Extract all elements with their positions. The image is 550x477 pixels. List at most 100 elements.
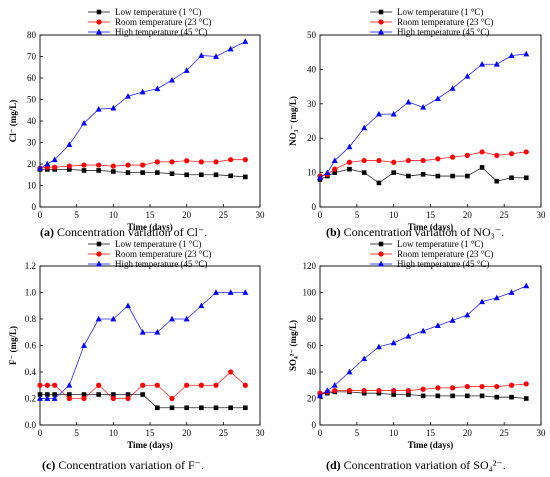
data-point-0 bbox=[213, 172, 219, 178]
data-point-0 bbox=[125, 170, 131, 175]
data-point-0 bbox=[435, 393, 441, 399]
data-point-2 bbox=[242, 289, 249, 295]
data-point-2 bbox=[449, 317, 456, 323]
data-point-1 bbox=[523, 381, 529, 387]
y-tick-label: 80 bbox=[27, 30, 37, 40]
data-point-1 bbox=[213, 382, 219, 388]
series-line-2 bbox=[39, 41, 246, 169]
data-point-2 bbox=[361, 355, 368, 362]
data-point-0 bbox=[332, 170, 338, 175]
data-point-0 bbox=[67, 167, 72, 172]
legend-label: Room temperature (23 °C) bbox=[397, 249, 493, 259]
x-tick-label: 5 bbox=[355, 210, 360, 220]
y-tick-label: 60 bbox=[307, 341, 317, 351]
data-point-0 bbox=[111, 169, 116, 174]
data-point-0 bbox=[155, 170, 160, 175]
series-line-0 bbox=[40, 394, 246, 409]
data-point-2 bbox=[139, 329, 146, 335]
data-point-0 bbox=[52, 392, 57, 397]
y-tick-label: 0.0 bbox=[25, 420, 37, 430]
data-point-0 bbox=[243, 174, 248, 180]
data-point-1 bbox=[391, 159, 397, 165]
data-point-0 bbox=[361, 390, 367, 396]
data-point-2 bbox=[95, 315, 102, 322]
x-tick-label: 5 bbox=[74, 428, 79, 438]
panel-caption-text: Concentration variation of F⁻. bbox=[55, 458, 204, 472]
data-point-1 bbox=[405, 157, 411, 164]
data-point-2 bbox=[464, 311, 471, 318]
data-point-0 bbox=[213, 405, 219, 411]
y-axis-label: NO₃⁻ (mg/L) bbox=[288, 96, 298, 146]
data-point-1 bbox=[479, 383, 485, 390]
y-axis-label: Cl⁻ (mg/L) bbox=[8, 100, 18, 143]
data-point-1 bbox=[66, 395, 72, 402]
data-point-1 bbox=[81, 395, 87, 402]
data-point-0 bbox=[391, 170, 396, 175]
data-point-2 bbox=[324, 169, 331, 175]
data-point-2 bbox=[110, 104, 117, 111]
data-point-2 bbox=[125, 93, 131, 99]
legend-label: High temperature (45 °C) bbox=[115, 259, 207, 269]
panel-caption-text: Concentration variation of NO₃⁻. bbox=[341, 225, 504, 239]
series-line-0 bbox=[40, 168, 246, 178]
data-point-2 bbox=[183, 315, 190, 322]
panel-caption-text: Concentration variation of SO₄²⁻. bbox=[341, 458, 506, 472]
data-point-2 bbox=[154, 85, 161, 92]
data-point-0 bbox=[169, 171, 175, 176]
legend-marker bbox=[96, 251, 102, 257]
data-point-0 bbox=[347, 166, 352, 172]
data-point-1 bbox=[228, 369, 234, 375]
data-point-2 bbox=[44, 160, 51, 167]
data-point-1 bbox=[140, 162, 146, 168]
data-point-0 bbox=[199, 405, 204, 411]
x-tick-label: 10 bbox=[109, 210, 119, 220]
panel-caption-letter: (a) bbox=[40, 225, 54, 239]
legend-marker bbox=[96, 241, 102, 247]
legend-label: Low temperature (1 °C) bbox=[397, 239, 483, 249]
data-point-2 bbox=[361, 124, 368, 131]
legend-marker bbox=[378, 28, 384, 35]
panel-c: 0 5 10 15 20 25 30 0.0 0.2 0.4 0.6 0.8 1.0 1.2 Time (d… bbox=[8, 239, 265, 472]
data-point-0 bbox=[509, 175, 514, 181]
data-point-2 bbox=[434, 95, 441, 102]
x-tick-label: 10 bbox=[109, 428, 119, 438]
series-line-0 bbox=[319, 391, 527, 399]
x-tick-label: 20 bbox=[463, 210, 473, 220]
data-point-2 bbox=[81, 342, 87, 348]
plot-frame bbox=[319, 265, 542, 426]
data-point-0 bbox=[228, 405, 233, 411]
data-point-2 bbox=[420, 327, 427, 334]
data-point-0 bbox=[435, 173, 441, 179]
data-point-1 bbox=[376, 157, 382, 164]
data-point-0 bbox=[450, 173, 455, 179]
data-point-1 bbox=[125, 395, 131, 402]
y-tick-label: 40 bbox=[307, 64, 317, 74]
data-point-1 bbox=[198, 159, 204, 165]
plot-frame bbox=[39, 34, 261, 208]
panel-d: 0 5 10 15 20 25 30 0 20 40 60 80 100 120 Time (days) SO… bbox=[288, 239, 546, 472]
data-point-1 bbox=[391, 387, 397, 394]
x-tick-label: 15 bbox=[426, 210, 436, 220]
panel-a: 0 5 10 15 20 25 30 0 10 20 30 40 50 60 70 80 Time (days)… bbox=[8, 7, 265, 239]
data-point-2 bbox=[37, 165, 43, 171]
data-point-0 bbox=[111, 392, 116, 397]
data-point-1 bbox=[96, 162, 102, 168]
data-point-2 bbox=[51, 395, 58, 401]
data-point-2 bbox=[227, 289, 234, 295]
data-point-1 bbox=[44, 382, 50, 388]
x-tick-label: 25 bbox=[500, 428, 510, 438]
data-point-0 bbox=[81, 392, 87, 397]
data-point-1 bbox=[376, 387, 382, 394]
data-point-2 bbox=[390, 339, 397, 346]
data-point-1 bbox=[169, 395, 175, 402]
data-point-0 bbox=[37, 392, 43, 397]
data-point-1 bbox=[508, 382, 515, 388]
y-tick-label: 100 bbox=[303, 288, 317, 298]
x-axis-label: Time (days) bbox=[127, 222, 173, 232]
data-point-0 bbox=[67, 392, 72, 397]
data-point-1 bbox=[464, 383, 470, 390]
x-tick-label: 0 bbox=[318, 428, 323, 438]
data-point-2 bbox=[198, 52, 205, 58]
data-point-2 bbox=[317, 392, 323, 399]
y-tick-label: 0.4 bbox=[25, 367, 37, 377]
